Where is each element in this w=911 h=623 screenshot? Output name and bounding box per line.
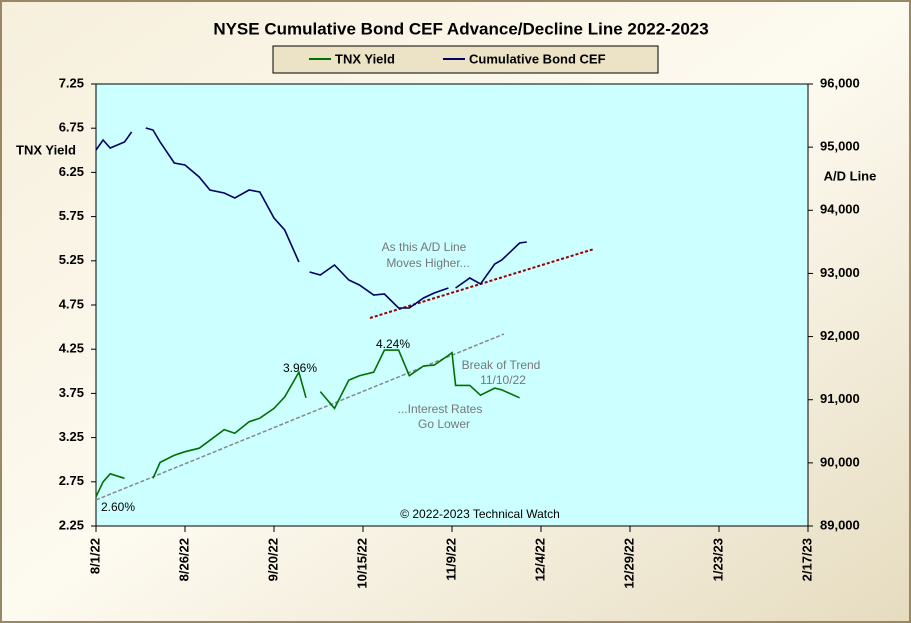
plot-area [95, 83, 809, 527]
y2-tick-label: 93,000 [820, 265, 860, 280]
y-tick-label: 3.25 [59, 429, 84, 444]
y2-tick-label: 89,000 [820, 517, 860, 532]
x-tick-label: 8/26/22 [176, 538, 191, 581]
y-axis-label: TNX Yield [16, 142, 76, 157]
x-tick-label: 2/17/23 [799, 538, 814, 581]
y-tick-label: 5.75 [59, 208, 84, 223]
annotation: 2.60% [101, 500, 135, 514]
y-tick-label: 7.25 [59, 75, 84, 90]
trend-line [369, 248, 595, 319]
y-tick-label: 4.25 [59, 341, 84, 356]
x-tick-label: 11/9/22 [443, 538, 458, 581]
series-line [95, 349, 520, 498]
y-tick-label: 5.25 [59, 252, 84, 267]
annotation: Go Lower [418, 417, 470, 431]
trend-line [95, 333, 505, 501]
y-tick-label: 2.25 [59, 517, 84, 532]
x-tick-label: 8/1/22 [87, 538, 102, 574]
copyright: © 2022-2023 Technical Watch [400, 507, 560, 521]
annotation: Moves Higher... [386, 256, 469, 270]
annotation: 4.24% [376, 337, 410, 351]
y2-tick-label: 92,000 [820, 328, 860, 343]
y-tick-label: 6.75 [59, 120, 84, 135]
x-tick-label: 12/4/22 [532, 538, 547, 581]
legend [272, 45, 659, 74]
y-tick-label: 4.75 [59, 296, 84, 311]
x-tick-label: 1/23/23 [710, 538, 725, 581]
legend-label: Cumulative Bond CEF [469, 51, 606, 66]
x-tick-label: 9/20/22 [265, 538, 280, 581]
y2-axis-label: A/D Line [824, 168, 877, 183]
annotation: 11/10/22 [480, 373, 526, 387]
y2-tick-label: 94,000 [820, 202, 860, 217]
annotation: Break of Trend [462, 358, 541, 372]
chart-title: NYSE Cumulative Bond CEF Advance/Decline… [213, 19, 708, 38]
series-line [95, 127, 527, 309]
annotation: As this A/D Line [382, 240, 467, 254]
y2-tick-label: 96,000 [820, 75, 860, 90]
x-tick-label: 10/15/22 [354, 538, 369, 589]
annotation: ...Interest Rates [398, 402, 483, 416]
annotation: 3.96% [283, 361, 317, 375]
y2-tick-label: 90,000 [820, 454, 860, 469]
y-tick-label: 3.75 [59, 385, 84, 400]
x-tick-label: 12/29/22 [621, 538, 636, 589]
legend-label: TNX Yield [335, 51, 395, 66]
y-tick-label: 6.25 [59, 164, 84, 179]
y2-tick-label: 95,000 [820, 139, 860, 154]
y2-tick-label: 91,000 [820, 391, 860, 406]
y-tick-label: 2.75 [59, 473, 84, 488]
